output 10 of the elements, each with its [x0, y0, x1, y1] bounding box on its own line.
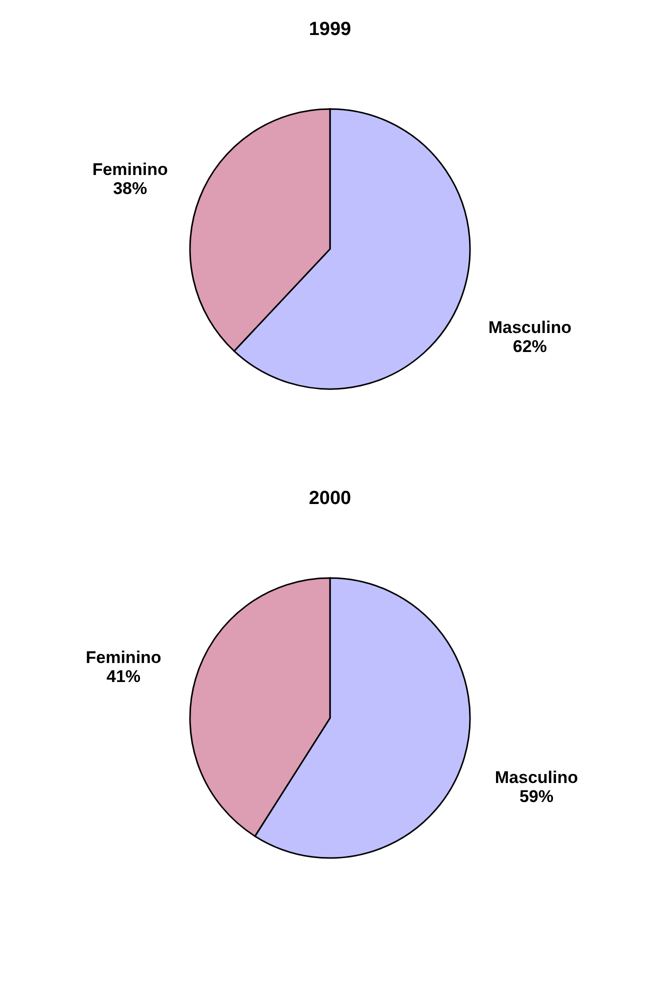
chart-title: 2000 [308, 488, 352, 509]
slice-label: Feminino [92, 160, 168, 179]
data-label: 62% [512, 337, 547, 356]
data-label: 59% [519, 786, 554, 806]
slice-label: Masculino [494, 768, 578, 787]
chart-title: 1999 [308, 19, 352, 40]
data-label: 41% [106, 667, 141, 686]
data-label: 38% [113, 178, 148, 198]
slice-label: Feminino [86, 648, 162, 668]
slice-label: Masculino [488, 318, 572, 338]
